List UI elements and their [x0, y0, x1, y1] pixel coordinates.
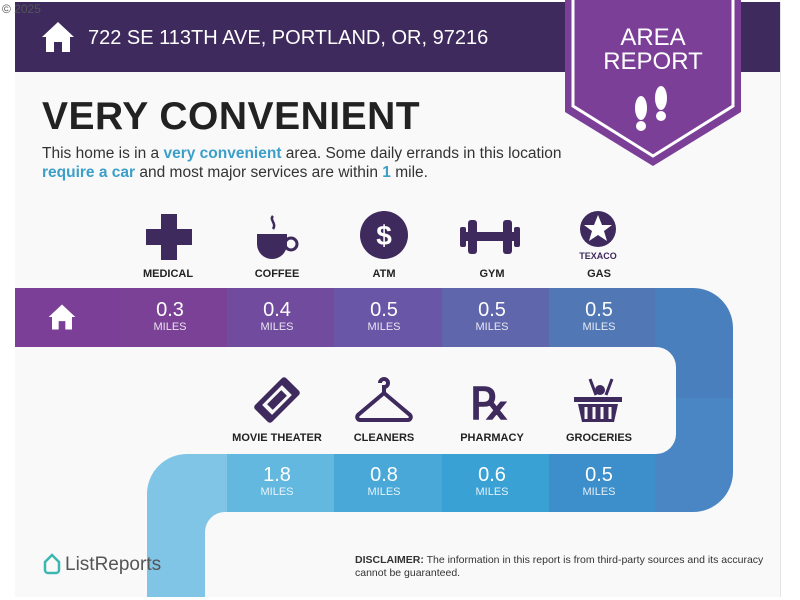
listreports-logo: ListReports: [65, 554, 162, 575]
convenience-headline: VERY CONVENIENT: [42, 95, 421, 138]
hanger-icon: [355, 377, 413, 422]
ticket-icon: [254, 377, 300, 423]
svg-text:$: $: [376, 220, 392, 251]
copyright-watermark: © 2025: [2, 2, 41, 16]
home-icon: [42, 22, 74, 52]
svg-text:TEXACO: TEXACO: [579, 251, 617, 260]
area-report-badge: [565, 0, 741, 166]
distance-medical: 0.3 MILES: [153, 299, 187, 333]
distance-gas: 0.5 MILES: [582, 299, 616, 333]
label-gym: GYM: [479, 268, 505, 280]
distance-coffee: 0.4 MILES: [260, 299, 294, 333]
distance-cleaners: 0.8 MILES: [367, 464, 401, 498]
label-medical: MEDICAL: [142, 268, 194, 280]
description: This home is in a very convenient area. …: [42, 145, 562, 181]
home-start-icon: [48, 304, 76, 330]
label-cleaners: CLEANERS: [353, 432, 415, 444]
coffee-cup-icon: [257, 215, 299, 259]
label-atm: ATM: [372, 268, 396, 280]
dollar-icon: $: [360, 211, 408, 259]
label-movie-theater: MOVIE THEATER: [232, 432, 322, 444]
label-groceries: GROCERIES: [565, 432, 632, 444]
medical-cross-icon: [146, 214, 192, 260]
distance-movie-theater: 1.8 MILES: [260, 464, 294, 498]
basket-icon: [574, 378, 622, 422]
label-coffee: COFFEE: [254, 268, 300, 280]
badge-title: AREA REPORT: [603, 24, 703, 75]
rx-icon: ℞: [470, 380, 509, 425]
footprints-icon: [635, 86, 667, 131]
texaco-icon: TEXACO: [579, 211, 617, 260]
distance-atm: 0.5 MILES: [367, 299, 401, 333]
listreports-logo-icon: [43, 553, 61, 575]
label-pharmacy: PHARMACY: [460, 432, 524, 444]
distance-pharmacy: 0.6 MILES: [475, 464, 509, 498]
disclaimer: DISCLAIMER: The information in this repo…: [355, 554, 764, 579]
address: 722 SE 113TH AVE, PORTLAND, OR, 97216: [88, 27, 489, 49]
distance-gym: 0.5 MILES: [475, 299, 509, 333]
svg-text:℞: ℞: [470, 380, 509, 425]
dumbbell-icon: [460, 220, 520, 254]
distance-groceries: 0.5 MILES: [582, 464, 616, 498]
label-gas: GAS: [587, 268, 611, 280]
